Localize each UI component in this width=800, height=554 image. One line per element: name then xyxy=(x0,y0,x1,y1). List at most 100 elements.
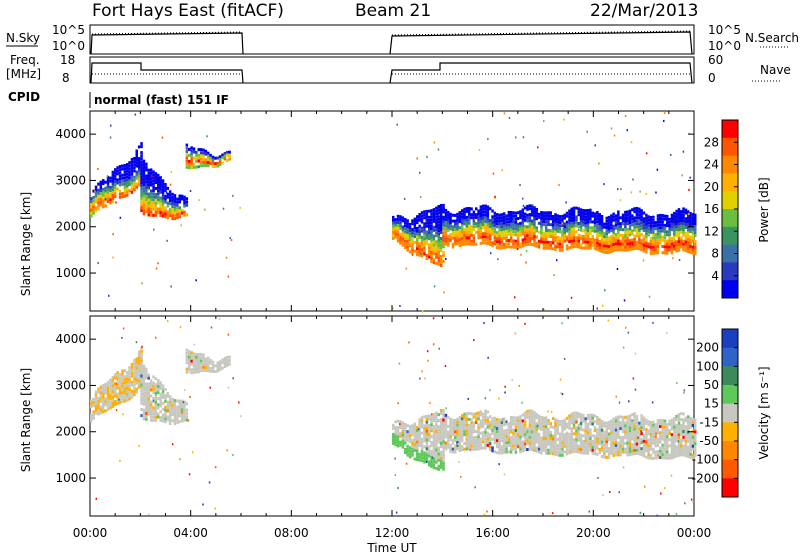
data-cell xyxy=(209,361,212,365)
data-cell xyxy=(666,429,669,433)
data-cell xyxy=(104,400,107,404)
data-cell xyxy=(394,437,397,441)
data-cell xyxy=(94,390,98,394)
data-cell xyxy=(439,427,443,430)
data-cell xyxy=(116,386,119,390)
data-cell xyxy=(133,166,136,170)
data-cell xyxy=(463,239,466,243)
data-cell xyxy=(535,437,538,441)
noise-cell xyxy=(417,428,420,431)
data-cell xyxy=(470,424,473,428)
data-cell xyxy=(486,434,490,438)
data-cell xyxy=(444,444,448,448)
data-cell xyxy=(582,434,585,438)
data-cell xyxy=(437,259,440,263)
data-cell xyxy=(149,183,153,187)
data-cell xyxy=(180,399,184,403)
data-cell xyxy=(444,426,448,430)
data-cell xyxy=(126,371,129,375)
data-cell xyxy=(404,432,407,436)
data-cell xyxy=(500,430,504,434)
data-cell xyxy=(677,211,681,214)
data-cell xyxy=(528,444,532,448)
data-cell xyxy=(558,224,562,228)
data-cell xyxy=(666,453,669,457)
data-cell xyxy=(586,451,590,455)
data-cell xyxy=(600,440,604,444)
data-cell xyxy=(572,432,576,436)
data-cell xyxy=(645,241,648,245)
data-cell xyxy=(575,435,578,439)
data-cell xyxy=(106,190,110,194)
data-cell xyxy=(589,428,592,432)
data-cell xyxy=(642,419,646,423)
data-cell xyxy=(561,423,564,426)
data-cell xyxy=(142,391,146,395)
data-cell xyxy=(493,220,497,224)
data-cell xyxy=(477,426,480,430)
data-cell xyxy=(145,165,148,169)
data-cell xyxy=(439,445,443,448)
noise-cell xyxy=(692,500,694,503)
freq-right-tick-top: 60 xyxy=(708,53,723,67)
data-cell xyxy=(447,213,450,217)
data-cell xyxy=(147,373,150,377)
noise-search-trace xyxy=(91,30,691,36)
data-cell xyxy=(621,427,625,431)
data-cell xyxy=(135,149,138,153)
data-cell xyxy=(164,388,167,391)
data-cell xyxy=(663,226,667,230)
data-cell xyxy=(593,443,597,447)
data-cell xyxy=(673,229,676,233)
data-cell xyxy=(612,233,615,237)
data-cell xyxy=(640,447,643,451)
data-cell xyxy=(173,199,177,203)
noise-cell xyxy=(525,261,527,264)
data-cell xyxy=(610,452,613,455)
data-cell xyxy=(500,421,504,425)
data-cell xyxy=(542,419,545,423)
data-cell xyxy=(647,453,650,457)
data-cell xyxy=(142,200,146,204)
data-cell xyxy=(468,218,471,222)
data-cell xyxy=(649,218,653,222)
data-cell xyxy=(472,216,476,220)
data-cell xyxy=(465,447,469,451)
data-cell xyxy=(596,220,599,224)
data-cell xyxy=(449,417,452,421)
data-cell xyxy=(99,192,103,195)
data-cell xyxy=(680,213,683,217)
data-cell xyxy=(439,460,443,463)
noise-cell xyxy=(559,378,562,381)
data-cell xyxy=(109,387,112,391)
data-cell xyxy=(159,401,162,405)
data-cell xyxy=(619,225,622,228)
data-cell xyxy=(207,369,210,373)
data-cell xyxy=(505,435,508,438)
data-cell xyxy=(642,454,646,458)
data-cell xyxy=(437,223,440,227)
data-cell xyxy=(519,438,522,442)
data-cell xyxy=(142,194,146,198)
data-cell xyxy=(411,237,414,240)
data-cell xyxy=(600,455,604,459)
data-cell xyxy=(544,240,548,244)
data-cell xyxy=(668,217,671,221)
data-cell xyxy=(617,415,620,419)
data-cell xyxy=(600,218,604,221)
data-cell xyxy=(126,163,129,167)
data-cell xyxy=(521,443,525,447)
data-cell xyxy=(691,438,695,442)
data-cell xyxy=(435,252,438,256)
data-cell xyxy=(394,443,397,447)
data-cell xyxy=(584,423,587,427)
noise-cell xyxy=(155,336,157,339)
data-cell xyxy=(633,216,636,220)
data-cell xyxy=(183,415,186,419)
data-cell xyxy=(430,456,433,459)
data-cell xyxy=(687,228,690,232)
data-cell xyxy=(540,222,543,226)
data-cell xyxy=(437,458,440,462)
data-cell xyxy=(547,217,550,221)
data-cell xyxy=(509,236,513,240)
